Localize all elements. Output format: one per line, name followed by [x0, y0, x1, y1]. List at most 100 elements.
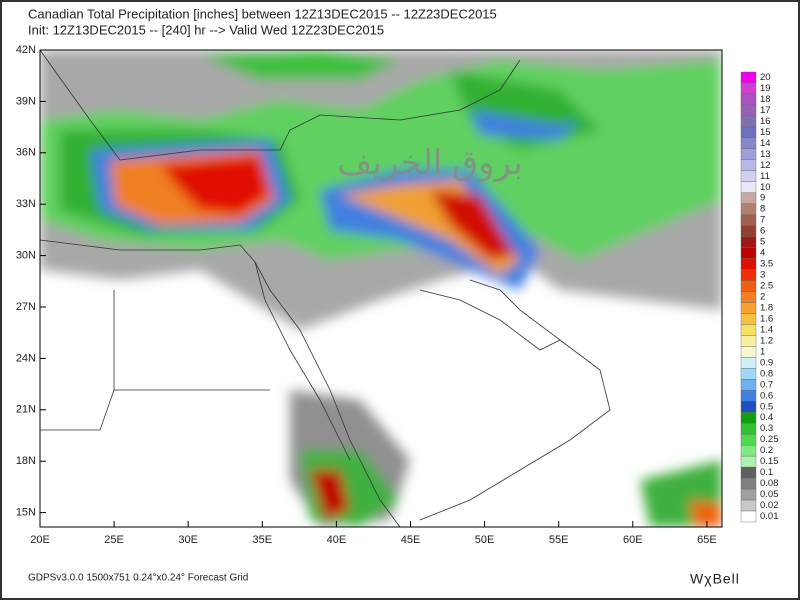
colorbar-swatch — [740, 444, 757, 457]
colorbar-label: 0.01 — [760, 511, 779, 522]
colorbar-label: 0.25 — [760, 434, 779, 445]
colorbar-label: 0.05 — [760, 489, 779, 500]
colorbar-swatch — [740, 313, 757, 325]
colorbar-label: 14 — [760, 138, 771, 149]
colorbar-swatch — [740, 93, 757, 106]
colorbar-swatch — [740, 247, 757, 259]
lat-label: 27N — [16, 301, 36, 313]
colorbar-label: 0.9 — [760, 357, 773, 368]
colorbar-swatch — [740, 137, 757, 150]
colorbar-label: 7 — [760, 215, 765, 226]
lat-label: 30N — [16, 250, 36, 262]
colorbar-label: 0.6 — [760, 390, 773, 401]
title-line-1: Canadian Total Precipitation [inches] be… — [28, 6, 497, 21]
colorbar-label: 0.02 — [760, 500, 779, 511]
colorbar-label: 0.2 — [760, 445, 773, 456]
colorbar-label: 1.2 — [760, 335, 773, 346]
colorbar-swatch — [740, 302, 757, 314]
colorbar-label: 12 — [760, 160, 771, 171]
colorbar-swatch — [740, 401, 757, 413]
colorbar-label: 0.1 — [760, 467, 773, 478]
lat-label: 21N — [16, 404, 36, 416]
lon-label: 45E — [401, 534, 421, 546]
watermark: بروق الخريف — [337, 144, 523, 183]
colorbar: 20191817161514131211109876543.532.521.81… — [740, 71, 779, 523]
lat-label: 15N — [16, 507, 36, 519]
colorbar-swatch — [740, 488, 757, 501]
precipitation-field — [40, 50, 722, 527]
colorbar-label: 17 — [760, 105, 771, 116]
colorbar-swatch — [740, 170, 757, 182]
colorbar-label: 1.4 — [760, 324, 773, 335]
colorbar-swatch — [740, 291, 757, 303]
colorbar-swatch — [740, 510, 757, 523]
lon-label: 35E — [253, 534, 273, 546]
colorbar-label: 20 — [760, 72, 771, 83]
lon-label: 20E — [30, 534, 50, 546]
colorbar-swatch — [740, 335, 757, 347]
colorbar-swatch — [740, 433, 757, 446]
lat-label: 24N — [16, 352, 36, 364]
colorbar-swatch — [740, 71, 757, 84]
colorbar-label: 0.3 — [760, 423, 773, 434]
colorbar-label: 10 — [760, 182, 771, 193]
colorbar-label: 6 — [760, 226, 765, 237]
colorbar-swatch — [740, 357, 757, 369]
colorbar-swatch — [740, 280, 757, 292]
colorbar-label: 0.5 — [760, 401, 773, 412]
colorbar-swatch — [740, 126, 757, 139]
colorbar-swatch — [740, 192, 757, 204]
lat-label: 33N — [16, 198, 36, 210]
colorbar-swatch — [740, 412, 757, 424]
colorbar-label: 15 — [760, 127, 771, 138]
colorbar-swatch — [740, 368, 757, 380]
colorbar-swatch — [740, 466, 757, 479]
colorbar-swatch — [740, 203, 757, 215]
colorbar-swatch — [740, 82, 757, 95]
colorbar-swatch — [740, 148, 757, 161]
colorbar-label: 5 — [760, 237, 765, 248]
colorbar-swatch — [740, 390, 757, 402]
lat-label: 36N — [16, 147, 36, 159]
colorbar-label: 1.8 — [760, 302, 773, 313]
colorbar-label: 8 — [760, 204, 765, 215]
colorbar-swatch — [740, 258, 757, 270]
lon-label: 40E — [327, 534, 347, 546]
lon-label: 30E — [178, 534, 198, 546]
colorbar-label: 0.15 — [760, 456, 779, 467]
lon-label: 60E — [623, 534, 643, 546]
axis-labels: 42N 39N 36N 33N 30N 27N 24N 21N 18N 15N 20E 25E 30E 3… — [16, 44, 717, 546]
lat-label: 39N — [16, 95, 36, 107]
colorbar-label: 0.7 — [760, 379, 773, 390]
colorbar-swatch — [740, 379, 757, 391]
map-frame — [39, 49, 723, 528]
colorbar-label: 19 — [760, 83, 771, 94]
colorbar-swatch — [740, 477, 757, 490]
colorbar-swatch — [740, 499, 757, 512]
lat-label: 42N — [16, 44, 36, 56]
colorbar-swatch — [740, 225, 757, 237]
colorbar-swatch — [740, 214, 757, 226]
colorbar-label: 18 — [760, 94, 771, 105]
colorbar-swatch — [740, 269, 757, 281]
colorbar-swatch — [740, 423, 757, 435]
colorbar-swatch — [740, 324, 757, 336]
colorbar-swatch — [740, 181, 757, 193]
lon-label: 50E — [475, 534, 495, 546]
colorbar-swatch — [740, 236, 757, 248]
lon-label: 55E — [549, 534, 569, 546]
colorbar-label: 11 — [760, 171, 770, 182]
lon-label: 65E — [697, 534, 717, 546]
colorbar-label: 2 — [760, 292, 765, 303]
brand: WχBell — [690, 571, 740, 587]
colorbar-label: 4 — [760, 248, 765, 259]
colorbar-label: 9 — [760, 193, 765, 204]
colorbar-label: 1.6 — [760, 313, 773, 324]
colorbar-label: 3.5 — [760, 259, 773, 270]
colorbar-label: 2.5 — [760, 281, 773, 292]
colorbar-label: 1 — [760, 346, 765, 357]
footer-info: GDPSv3.0.0 1500x751 0.24°x0.24° Forecast… — [28, 573, 248, 584]
lon-label: 25E — [104, 534, 124, 546]
colorbar-swatch — [740, 455, 757, 468]
